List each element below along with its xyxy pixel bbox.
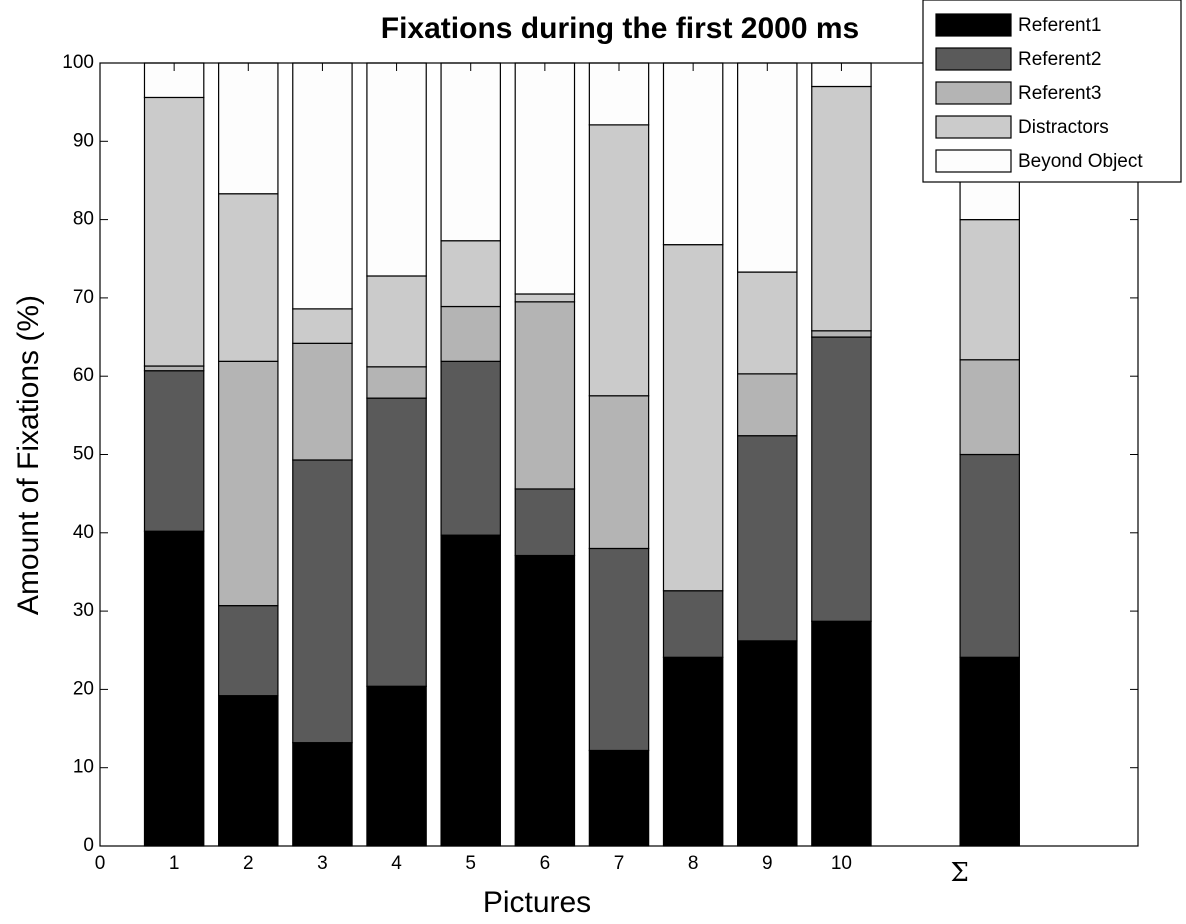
x-tick-label: 5 <box>465 853 476 874</box>
bar-segment <box>737 62 798 273</box>
legend-label: Referent2 <box>1018 49 1101 70</box>
bar-segment <box>143 365 205 372</box>
bar-segment <box>366 366 427 399</box>
x-tick-label: 2 <box>243 853 254 874</box>
y-axis-label: Amount of Fixations (%) <box>12 295 45 615</box>
legend-swatch <box>935 149 1012 173</box>
bar-segment <box>514 554 576 847</box>
legend-swatch <box>935 81 1012 105</box>
bar-segment <box>366 397 427 687</box>
y-tick-label: 20 <box>73 678 94 699</box>
y-tick-label: 80 <box>73 209 94 230</box>
bar-segment <box>366 275 427 368</box>
bar-segment <box>811 85 872 332</box>
x-tick-label: 4 <box>391 853 402 874</box>
bar-segment <box>514 301 576 490</box>
y-tick-label: 70 <box>73 287 94 308</box>
legend-swatch <box>935 13 1012 37</box>
bar-segment <box>143 530 205 847</box>
legend-label: Distractors <box>1018 117 1109 138</box>
bar-segment <box>662 244 724 592</box>
bar-segment <box>588 62 650 126</box>
x-axis-label: Pictures <box>483 886 591 919</box>
bar-segment <box>218 193 279 362</box>
bar-segment <box>959 656 1020 847</box>
bar-segment <box>737 271 798 375</box>
bar-segment <box>143 370 205 532</box>
x-tick-label: 0 <box>95 853 106 874</box>
x-tick-label: 3 <box>317 853 328 874</box>
bar-segment <box>440 305 501 362</box>
bar-segment <box>588 395 650 550</box>
y-tick-label: 90 <box>73 130 94 151</box>
bar-segment <box>218 695 279 847</box>
bar-segment <box>737 435 798 642</box>
bar-segment <box>143 96 205 367</box>
bar-segment <box>514 62 576 295</box>
y-tick-label: 50 <box>73 444 94 465</box>
x-tick-label: 1 <box>169 853 180 874</box>
x-tick-label: 10 <box>831 853 852 874</box>
bar-segment <box>662 656 724 847</box>
bar-segment <box>440 62 501 242</box>
bar-segment <box>662 590 724 658</box>
bar-segment <box>737 640 798 847</box>
bar-segment <box>737 373 798 437</box>
bar-segment <box>292 308 353 344</box>
y-tick-label: 30 <box>73 600 94 621</box>
bar-segment <box>959 359 1020 456</box>
bar-segment <box>662 62 724 246</box>
x-tick-label: 8 <box>688 853 699 874</box>
bar-segment <box>218 605 279 697</box>
bar-segment <box>959 453 1020 658</box>
bar-segment <box>218 62 279 195</box>
legend-swatch <box>935 115 1012 139</box>
bar-segment <box>218 360 279 607</box>
bar-segment <box>292 342 353 461</box>
bar-segment <box>811 620 872 847</box>
bar-segment <box>440 240 501 308</box>
x-tick-label: 6 <box>540 853 551 874</box>
y-tick-label: 0 <box>83 835 94 856</box>
y-tick-label: 60 <box>73 365 94 386</box>
legend-swatch <box>935 47 1012 71</box>
bar-segment <box>440 360 501 536</box>
y-tick-label: 100 <box>62 52 94 73</box>
bar-segment <box>811 330 872 338</box>
bar-segment <box>366 685 427 847</box>
bar-segment <box>588 547 650 752</box>
bar-segment <box>588 749 650 847</box>
bar-segment <box>292 62 353 310</box>
legend-label: Referent1 <box>1018 15 1101 36</box>
x-tick-label: 7 <box>614 853 625 874</box>
x-tick-label: 9 <box>762 853 773 874</box>
y-tick-label: 40 <box>73 522 94 543</box>
bar-segment <box>514 293 576 303</box>
x-tick-label: Σ <box>951 858 969 888</box>
bar-segment <box>366 62 427 277</box>
legend-label: Beyond Object <box>1018 151 1143 172</box>
chart-title: Fixations during the first 2000 ms <box>381 12 859 45</box>
y-tick-label: 10 <box>73 757 94 778</box>
legend-label: Referent3 <box>1018 83 1101 104</box>
bar-segment <box>440 534 501 847</box>
bar-segment <box>292 742 353 847</box>
bar-segment <box>292 459 353 744</box>
bar-segment <box>811 336 872 622</box>
bar-segment <box>514 488 576 557</box>
bar-segment <box>959 219 1020 361</box>
bar-segment <box>588 124 650 397</box>
